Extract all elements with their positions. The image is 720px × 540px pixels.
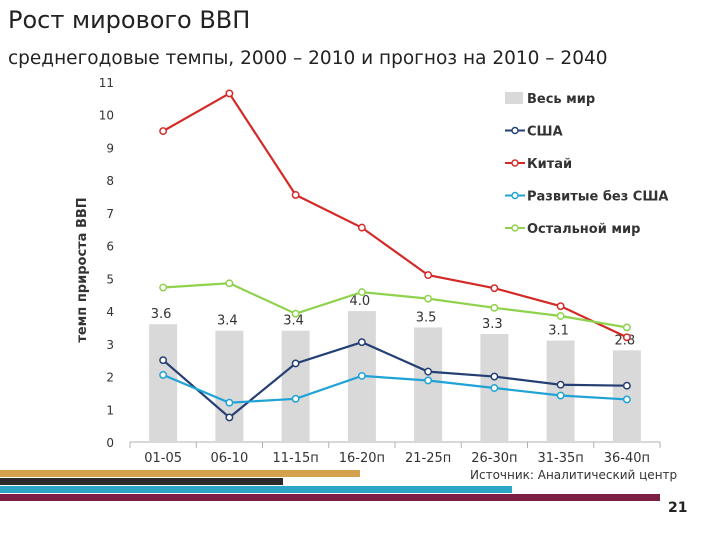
y-tick-label: 10 [99,109,114,123]
y-tick-label: 9 [106,141,114,155]
series-point [424,376,433,385]
bar-value-label: 3.4 [217,314,238,329]
series-point [357,223,366,232]
bar-value-label: 3.4 [283,314,304,329]
series-point [291,309,300,318]
series-point [357,338,366,347]
decor-strip-gold [0,470,360,477]
y-tick-label: 4 [106,305,114,319]
x-tick-label: 16-20п [339,451,385,466]
series-point [556,391,565,400]
series-point [556,302,565,311]
series-point [490,303,499,312]
page-subtitle: среднегодовые темпы, 2000 – 2010 и прогн… [8,48,608,69]
page-number: 21 [668,500,688,516]
series-point [357,371,366,380]
y-axis-label: темп прироста ВВП [75,197,90,342]
y-tick-label: 11 [99,76,114,90]
series-point [291,190,300,199]
legend-marker [511,159,519,167]
series-point [622,323,631,332]
series-point [424,294,433,303]
decor-strip-dark [0,478,283,485]
x-tick-label: 11-15п [272,451,318,466]
x-tick-label: 31-35п [537,451,583,466]
y-tick-label: 3 [106,338,114,352]
series-point [424,271,433,280]
series-point [490,372,499,381]
bar-world [149,324,178,442]
series-point [490,284,499,293]
series-point [159,127,168,136]
bar-world [215,330,244,442]
series-point [225,398,234,407]
legend-label: Весь мир [527,92,595,107]
series-line [162,341,627,419]
series-line [162,91,628,339]
series-point [622,381,631,390]
legend-label: Китай [527,157,572,172]
x-tick-label: 26-30п [471,451,517,466]
series-point [225,413,234,422]
series-point [357,288,366,297]
decor-strip-teal [0,486,512,493]
series-point [159,283,168,292]
series-point [291,394,300,403]
series-point [556,380,565,389]
legend-marker [511,224,519,232]
series-point [622,333,631,342]
legend-label: США [527,125,563,140]
series-point [225,279,234,288]
legend-label: Развитые без США [527,190,668,205]
bar-world [546,340,575,442]
series-point [159,356,168,365]
legend-swatch-bar [505,92,523,104]
legend-marker [511,126,519,135]
source-note: Источник: Аналитический центр [470,468,678,482]
series-point [424,367,433,376]
y-tick-label: 7 [106,207,114,221]
bar-value-label: 3.6 [151,307,172,322]
y-tick-label: 1 [106,403,114,417]
y-tick-label: 2 [106,371,114,385]
series-line [162,373,627,404]
y-tick-label: 5 [106,272,114,286]
series-point [622,395,631,404]
series-point [291,359,300,368]
bar-value-label: 3.3 [482,317,503,332]
bar-value-label: 4.0 [350,294,371,309]
y-tick-label: 6 [106,240,114,254]
page-title: Рост мирового ВВП [8,6,251,34]
series-point [490,384,499,392]
series-point [556,312,565,320]
series-point [225,89,234,98]
series-line [163,282,628,329]
series-point [159,370,168,379]
y-tick-label: 0 [106,436,114,450]
x-tick-label: 21-25п [405,451,451,466]
bar-value-label: 3.1 [548,324,569,339]
bar-world [414,327,443,442]
decor-strip-maroon [0,494,660,501]
x-tick-label: 06-10 [210,451,248,466]
x-tick-label: 01-05 [144,451,182,466]
bar-value-label: 3.5 [416,310,437,325]
legend-marker [511,191,519,200]
legend-label: Остальной мир [527,222,640,237]
y-tick-label: 8 [106,174,114,188]
bar-world [281,330,310,442]
x-tick-label: 36-40п [604,451,650,466]
